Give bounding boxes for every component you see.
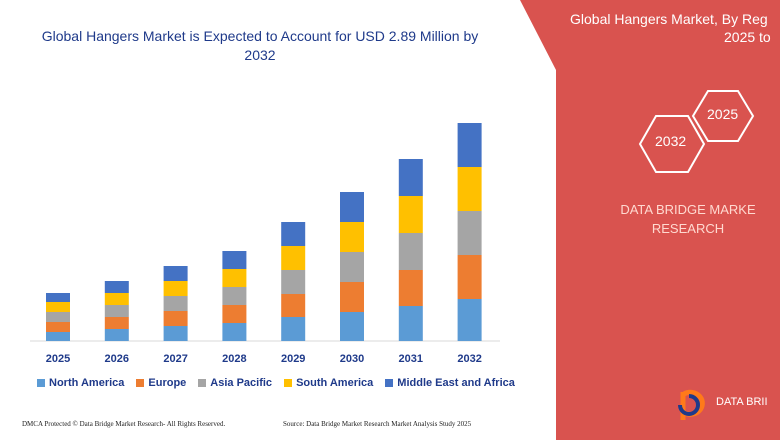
legend-swatch-middle-east-africa [385,379,394,387]
bar-segment-2028-south-america [222,269,247,287]
bar-segment-2030-asia-pacific [340,252,364,282]
bar-segment-2029-europe [281,294,306,317]
x-tick-label-2025: 2025 [46,353,70,365]
x-tick-label-2030: 2030 [340,353,364,365]
bar-segment-2026-asia-pacific [104,305,129,317]
bar-segment-2031-middle-east-and-africa [398,159,423,196]
footer-source: Source: Data Bridge Market Research Mark… [283,420,472,428]
legend-label-asia-pacific: Asia Pacific [210,377,273,389]
panel-brand-line2: RESEARCH [651,221,725,236]
bar-segment-2032-south-america [457,167,482,211]
legend-swatch-south-america [284,379,293,387]
stacked-bar-chart: 2025 2026 2027 2028 2029 2030 2031 2032 [30,123,500,365]
legend-item-south-america: South America [284,377,373,389]
bar-segment-2032-middle-east-and-africa [457,123,482,167]
bar-segment-2030-europe [340,282,364,312]
legend-label-europe: Europe [148,377,187,389]
panel-brand: DATA BRIDGE MARKE RESEARCH [600,200,776,238]
bar-segment-2028-asia-pacific [222,287,247,305]
logo-icon [678,389,705,420]
bar-segment-2027-asia-pacific [163,296,188,311]
x-tick-label-2029: 2029 [281,353,305,365]
x-tick-label-2027: 2027 [163,353,187,365]
legend-item-middle-east-africa: Middle East and Africa [385,377,515,389]
bar-segment-2030-north-america [340,312,364,341]
bar-segment-2026-south-america [104,293,129,305]
bar-segment-2031-europe [398,270,423,306]
x-tick-label-2028: 2028 [222,353,246,365]
bar-segment-2026-north-america [104,329,129,341]
x-tick-label-2026: 2026 [105,353,129,365]
bar-segment-2032-asia-pacific [457,211,482,255]
legend-item-north-america: North America [37,377,124,389]
bar-segment-2025-north-america [46,332,70,341]
bar-segment-2028-europe [222,305,247,323]
x-tick-label-2031: 2031 [399,353,423,365]
panel-background [520,0,780,440]
bar-segment-2026-middle-east-and-africa [104,281,129,293]
bar-segment-2025-south-america [46,302,70,312]
legend-swatch-europe [136,379,145,387]
hex-label-2032: 2032 [655,133,687,149]
hexagon-2032 [638,115,706,173]
bar-segment-2028-north-america [222,323,247,341]
chart-legend: North America Europe Asia Pacific South … [37,376,515,390]
panel-years: 2025 to [724,29,771,45]
x-tick-label-2032: 2032 [457,353,481,365]
bar-segment-2025-europe [46,322,70,332]
logo-text: DATA BRII [716,396,768,408]
bar-segment-2027-europe [163,311,188,326]
legend-label-north-america: North America [49,377,125,389]
bar-segment-2029-south-america [281,246,306,270]
panel-title: Global Hangers Market, By Reg [570,11,768,27]
panel-brand-line1: DATA BRIDGE MARKE [620,202,756,217]
bar-segment-2031-north-america [398,306,423,341]
bar-segment-2029-middle-east-and-africa [281,222,306,246]
bar-segment-2025-asia-pacific [46,312,70,322]
bar-segment-2028-middle-east-and-africa [222,251,247,269]
bar-segment-2029-north-america [281,317,306,341]
bar-segment-2026-europe [104,317,129,329]
footer-dmca: DMCA Protected © Data Bridge Market Rese… [22,420,226,428]
bar-segment-2031-south-america [398,196,423,233]
bar-segment-2032-north-america [457,299,482,341]
bar-segment-2032-europe [457,255,482,299]
legend-item-asia-pacific: Asia Pacific [198,377,272,389]
chart-title: Global Hangers Market is Expected to Acc… [41,28,479,63]
legend-label-south-america: South America [296,377,374,389]
bar-segment-2030-middle-east-and-africa [340,192,364,222]
bar-segment-2027-north-america [163,326,188,341]
bar-segment-2030-south-america [340,222,364,252]
legend-label-middle-east-africa: Middle East and Africa [397,377,515,389]
legend-swatch-north-america [37,379,45,387]
hexagon-2025 [691,90,755,142]
bar-segment-2027-middle-east-and-africa [163,266,188,281]
bar-segment-2031-asia-pacific [398,233,423,270]
legend-item-europe: Europe [136,377,186,389]
bar-segment-2027-south-america [163,281,188,296]
bar-segment-2025-middle-east-and-africa [46,293,70,302]
hex-label-2025: 2025 [707,106,739,122]
bar-segment-2029-asia-pacific [281,270,306,294]
legend-swatch-asia-pacific [198,379,207,387]
